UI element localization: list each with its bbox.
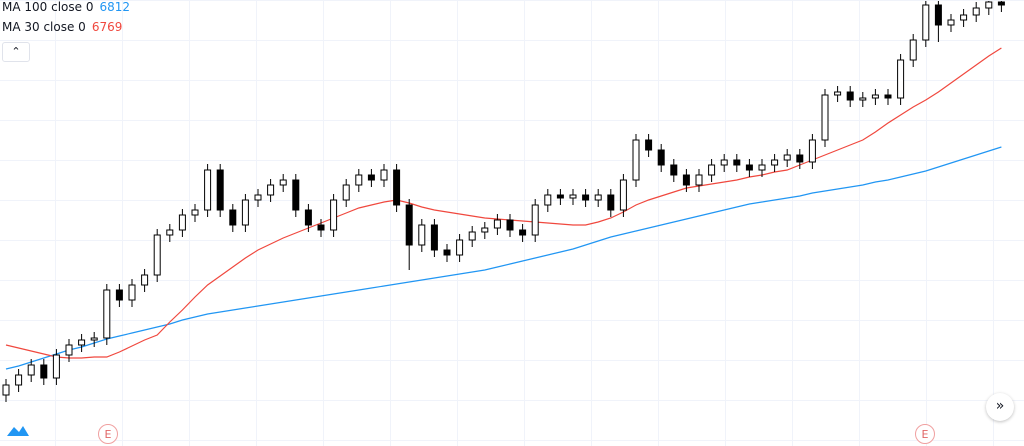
candle-body [304, 209, 312, 226]
candle-body [695, 174, 703, 186]
candle-body [972, 7, 980, 16]
legend-value: 6769 [91, 20, 123, 34]
candle-body [720, 159, 728, 166]
candle-body [254, 194, 262, 201]
candle-body [897, 59, 905, 99]
candle-body [27, 364, 35, 376]
candle-body [708, 164, 716, 176]
candle-body [985, 1, 993, 9]
candle-body [468, 231, 476, 241]
candle-body [204, 169, 212, 211]
candle-body [884, 94, 892, 99]
candle-body [267, 184, 275, 196]
candle-body [330, 199, 338, 231]
candle-body [52, 354, 60, 379]
candle-body [556, 194, 564, 199]
candle-body [934, 4, 942, 26]
candle-body [493, 219, 501, 229]
candle-body [115, 289, 123, 301]
candle-body [922, 4, 930, 41]
candle-body [771, 159, 779, 166]
candle-body [657, 149, 665, 166]
candle-body [960, 14, 968, 21]
candle-body [216, 169, 224, 211]
legend-item: MA 100 close 0 6812 [2, 0, 130, 14]
candle-body [380, 169, 388, 181]
candle-body [191, 209, 199, 216]
legend-item: MA 30 close 0 6769 [2, 20, 122, 34]
candle-body [871, 94, 879, 99]
candle-body [745, 164, 753, 171]
candle-body [355, 174, 363, 186]
candle-body [456, 239, 464, 256]
event-marker[interactable]: E [98, 424, 118, 444]
candle-body [619, 179, 627, 211]
candle-body [846, 91, 854, 101]
candle-body [997, 1, 1005, 6]
candle-body [90, 337, 98, 341]
candle-body [78, 339, 86, 346]
candle-body [909, 39, 917, 61]
event-marker[interactable]: E [915, 424, 935, 444]
moving-average-line [5, 47, 1002, 359]
candle-body [947, 19, 955, 26]
candle-body [682, 174, 690, 186]
candle-body [834, 91, 842, 96]
legend-name: MA 100 close 0 [2, 0, 94, 14]
candle-body [430, 224, 438, 251]
candle-body [443, 249, 451, 256]
candle-body [582, 194, 590, 201]
candle-body [544, 194, 552, 206]
candle-body [166, 229, 174, 236]
candle-body [531, 204, 539, 236]
candle-body [645, 139, 653, 151]
candle-body [229, 209, 237, 226]
candle-body [519, 229, 527, 236]
candle-body [808, 139, 816, 163]
candle-body [65, 344, 73, 356]
candle-body [821, 94, 829, 141]
candle-body [569, 194, 577, 199]
candle-body [141, 274, 149, 286]
candle-body [783, 154, 791, 161]
candle-body [393, 169, 401, 206]
logo [7, 426, 29, 436]
candle-body [405, 204, 413, 246]
candle-body [241, 199, 249, 226]
legend-value: 6812 [99, 0, 130, 14]
collapse-button[interactable]: ⌃ [2, 42, 30, 62]
candle-body [506, 219, 514, 231]
candle-body [632, 139, 640, 181]
candle-body [733, 159, 741, 166]
candle-body [758, 164, 766, 171]
candle-body [367, 174, 375, 181]
candle-body [279, 179, 287, 186]
candle-body [292, 179, 300, 211]
candle-body [607, 194, 615, 211]
moving-average-line [5, 146, 1002, 370]
candle-body [317, 224, 325, 231]
legend-name: MA 30 close 0 [2, 20, 86, 34]
candle-body [342, 184, 350, 201]
candle-body [128, 284, 136, 301]
candle-body [859, 97, 867, 101]
candle-body [2, 384, 10, 396]
candle-body [103, 289, 111, 339]
scroll-right-button[interactable]: » [986, 393, 1014, 421]
candle-body [481, 227, 489, 233]
candle-body [418, 224, 426, 246]
candle-body [178, 214, 186, 231]
candle-body [594, 194, 602, 201]
candle-body [670, 164, 678, 176]
candle-body [796, 154, 804, 163]
candle-body [153, 234, 161, 276]
candle-body [15, 374, 23, 386]
candle-body [40, 364, 48, 379]
